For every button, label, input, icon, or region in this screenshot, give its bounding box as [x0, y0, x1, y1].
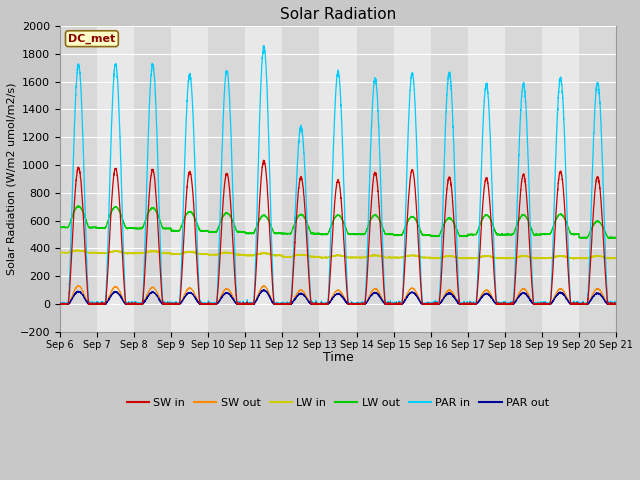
Bar: [319, 26, 356, 332]
Bar: [356, 26, 394, 332]
X-axis label: Time: Time: [323, 351, 353, 364]
Bar: [579, 26, 616, 332]
Bar: [468, 26, 505, 332]
Legend: SW in, SW out, LW in, LW out, PAR in, PAR out: SW in, SW out, LW in, LW out, PAR in, PA…: [122, 393, 554, 412]
Bar: [245, 26, 282, 332]
Bar: [282, 26, 319, 332]
Bar: [208, 26, 245, 332]
Bar: [431, 26, 468, 332]
Y-axis label: Solar Radiation (W/m2 umol/m2/s): Solar Radiation (W/m2 umol/m2/s): [7, 83, 17, 275]
Bar: [394, 26, 431, 332]
Bar: [171, 26, 208, 332]
Bar: [505, 26, 542, 332]
Bar: [97, 26, 134, 332]
Bar: [542, 26, 579, 332]
Bar: [60, 26, 97, 332]
Text: DC_met: DC_met: [68, 34, 116, 44]
Title: Solar Radiation: Solar Radiation: [280, 7, 396, 22]
Bar: [134, 26, 171, 332]
